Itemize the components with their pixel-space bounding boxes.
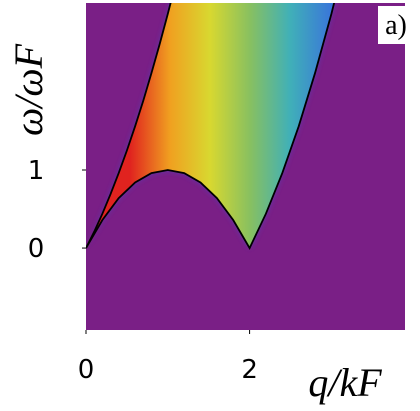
boundary-line (86, 3, 336, 251)
y-tick-label: 0 (28, 234, 45, 264)
label-box (378, 6, 414, 44)
boundary-line (86, 3, 172, 249)
y-axis-label: ω/ωF (6, 43, 51, 136)
plot-area (86, 3, 336, 251)
y-tick-label: 1 (28, 156, 45, 186)
x-tick-label: 2 (241, 355, 258, 385)
x-tick-label: 0 (78, 355, 95, 385)
x-axis-label: q/kF (308, 360, 382, 405)
panel-label: a) (385, 10, 407, 41)
continuum (86, 3, 335, 249)
